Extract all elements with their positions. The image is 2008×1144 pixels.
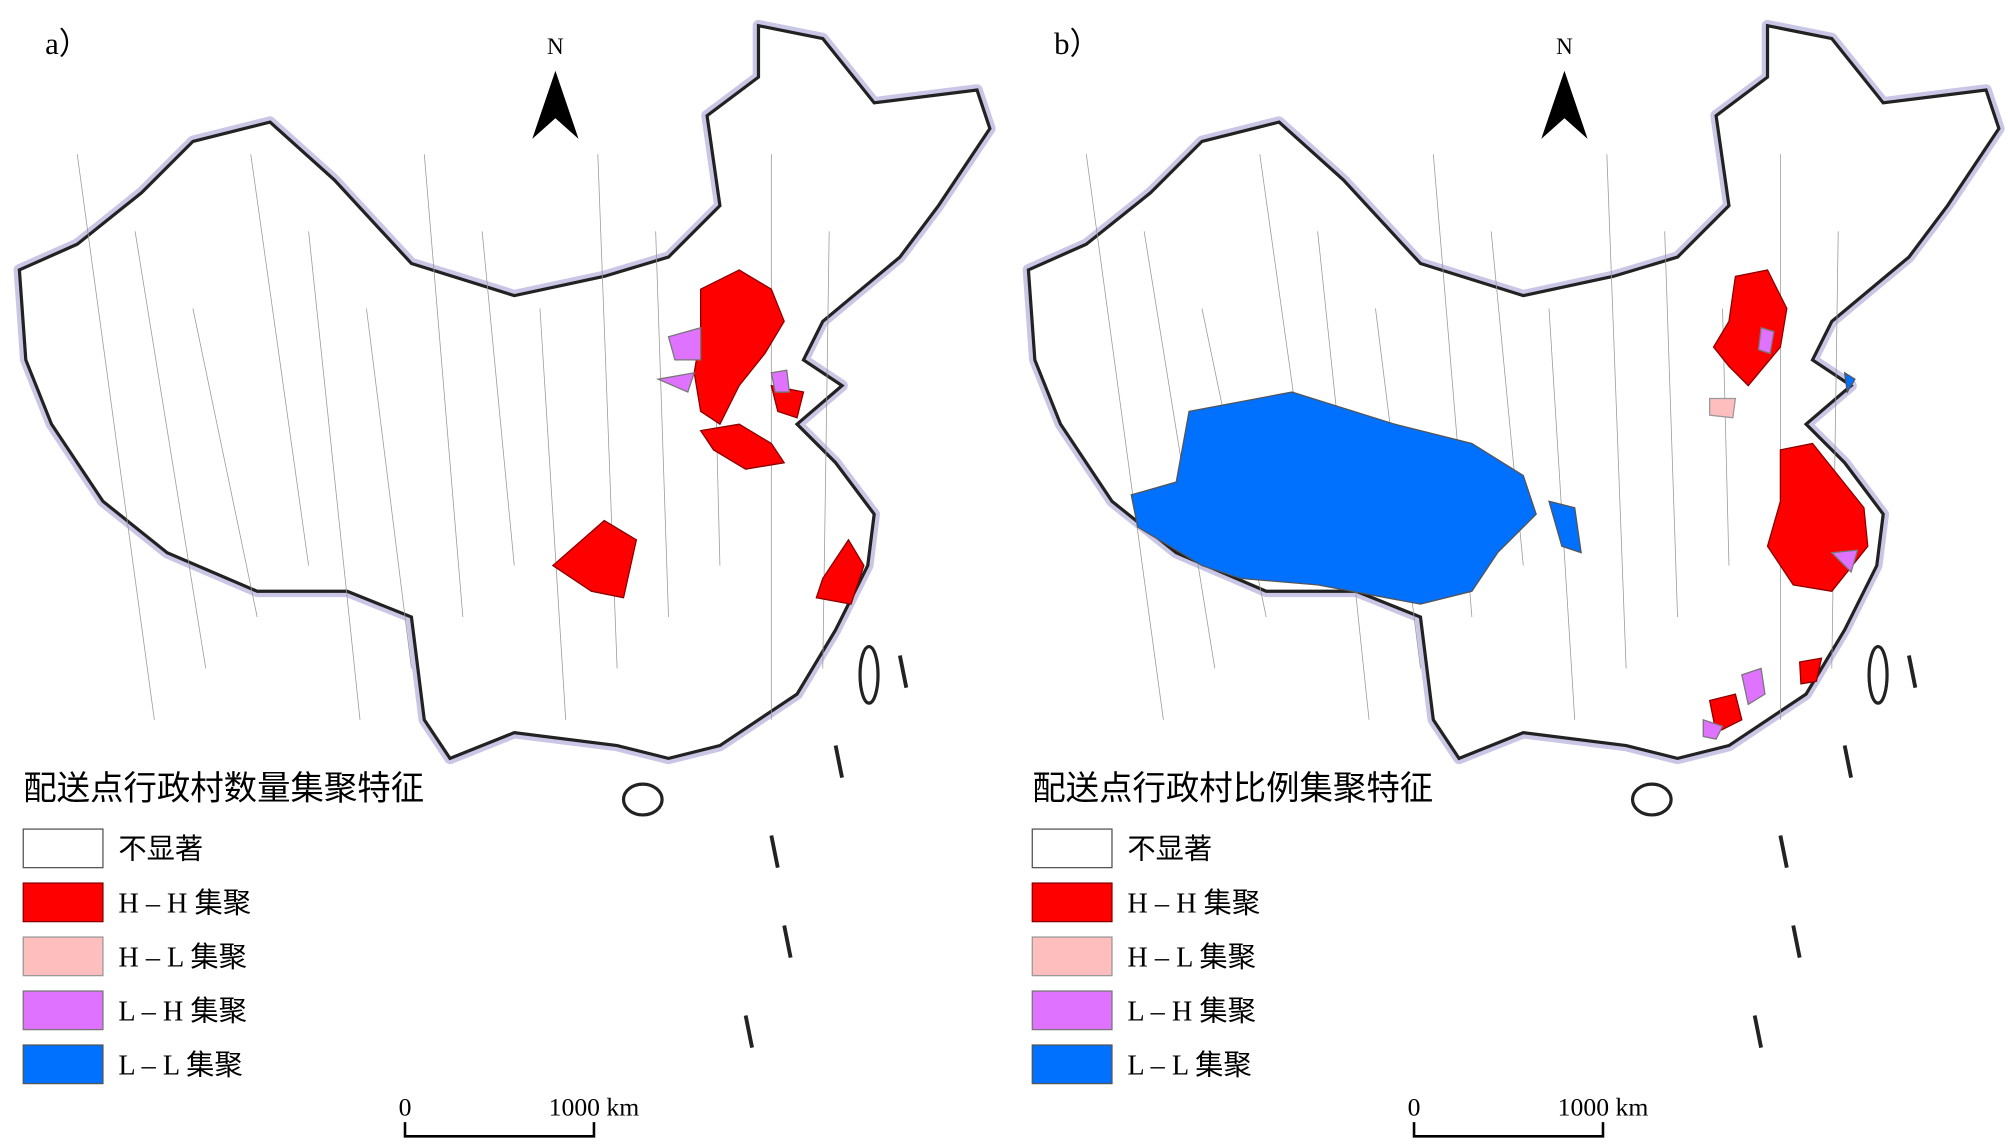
legend-item: H – L 集聚 xyxy=(118,942,247,974)
admin-boundary xyxy=(1143,231,1216,669)
country-outline xyxy=(1026,23,2001,761)
admin-boundary xyxy=(308,231,361,720)
legend-item: L – H 集聚 xyxy=(118,996,247,1028)
admin-boundary xyxy=(481,231,515,566)
cluster-region xyxy=(1709,397,1737,419)
legend-swatch xyxy=(22,990,104,1031)
cluster-region xyxy=(1757,326,1775,355)
nine-dash xyxy=(769,835,780,869)
cluster-region xyxy=(815,538,865,605)
legend-item: 不显著 xyxy=(118,834,203,866)
legend-swatch xyxy=(1031,990,1113,1031)
island-hainan xyxy=(1630,782,1673,817)
cluster-region xyxy=(1130,391,1537,605)
legend-item: H – H 集聚 xyxy=(118,888,251,920)
cluster-region xyxy=(1798,657,1823,685)
cluster-region xyxy=(1843,371,1856,394)
admin-boundary xyxy=(250,154,309,566)
panel-label: b） xyxy=(1054,27,1100,61)
admin-boundary xyxy=(423,154,464,618)
north-label: N xyxy=(1556,34,1573,60)
legend-swatch xyxy=(1031,882,1113,923)
admin-boundary xyxy=(1664,231,1678,618)
admin-boundary xyxy=(76,154,155,720)
nine-dash xyxy=(1778,835,1789,869)
admin-boundary xyxy=(1831,231,1839,669)
cluster-region xyxy=(667,326,702,361)
nine-dash xyxy=(1791,925,1802,958)
cluster-region xyxy=(1712,269,1788,387)
nine-dash xyxy=(1907,655,1918,689)
cluster-region xyxy=(1830,549,1859,574)
legend-swatch xyxy=(22,1044,104,1085)
country-outline xyxy=(17,23,992,761)
admin-boundary xyxy=(655,231,669,618)
scale-start: 0 xyxy=(399,1093,412,1122)
legend-swatch xyxy=(22,882,104,923)
legend-title: 配送点行政村数量集聚特征 xyxy=(23,771,424,808)
cluster-region xyxy=(699,423,786,470)
scale-bar xyxy=(403,1122,596,1138)
cluster-region xyxy=(770,384,805,419)
scale-end: 1000 km xyxy=(1558,1093,1649,1122)
nine-dash xyxy=(743,1015,754,1048)
legend-swatch xyxy=(22,828,104,869)
legend-swatch xyxy=(1031,936,1113,977)
legend-swatch xyxy=(22,936,104,977)
scale-start: 0 xyxy=(1408,1093,1421,1122)
cluster-region xyxy=(1702,718,1724,740)
admin-boundary xyxy=(134,231,207,669)
legend-swatch xyxy=(1031,1044,1113,1085)
admin-boundary xyxy=(366,308,412,669)
panel-label: a） xyxy=(45,27,90,61)
admin-boundary xyxy=(1606,154,1627,669)
scale-end: 1000 km xyxy=(549,1093,640,1122)
island-taiwan xyxy=(1867,644,1889,705)
admin-boundary xyxy=(1085,154,1164,720)
cluster-region xyxy=(551,519,638,599)
nine-dash xyxy=(1842,745,1853,779)
island-hainan xyxy=(621,782,664,817)
legend-item: L – L 集聚 xyxy=(1127,1050,1251,1082)
cluster-region xyxy=(656,371,696,393)
legend-item: H – H 集聚 xyxy=(1127,888,1260,920)
legend-item: 不显著 xyxy=(1127,834,1212,866)
nine-dash xyxy=(782,925,793,958)
north-arrow xyxy=(532,70,579,139)
admin-boundary xyxy=(539,308,567,720)
legend-swatch xyxy=(1031,828,1113,869)
nine-dash xyxy=(833,745,844,779)
nine-dash xyxy=(897,655,909,689)
legend-item: L – L 集聚 xyxy=(118,1050,242,1082)
island-taiwan xyxy=(858,644,880,705)
scale-bar xyxy=(1412,1122,1605,1138)
cluster-region xyxy=(1741,667,1766,706)
legend-item: L – H 集聚 xyxy=(1127,996,1256,1028)
nine-dash xyxy=(1752,1015,1763,1048)
north-arrow xyxy=(1541,70,1588,139)
cluster-region xyxy=(1708,693,1743,734)
cluster-region xyxy=(1548,500,1582,554)
legend-title: 配送点行政村比例集聚特征 xyxy=(1032,771,1433,808)
cluster-region xyxy=(770,369,791,393)
legend-item: H – L 集聚 xyxy=(1127,942,1256,974)
north-label: N xyxy=(547,34,564,60)
admin-boundary xyxy=(192,308,258,618)
